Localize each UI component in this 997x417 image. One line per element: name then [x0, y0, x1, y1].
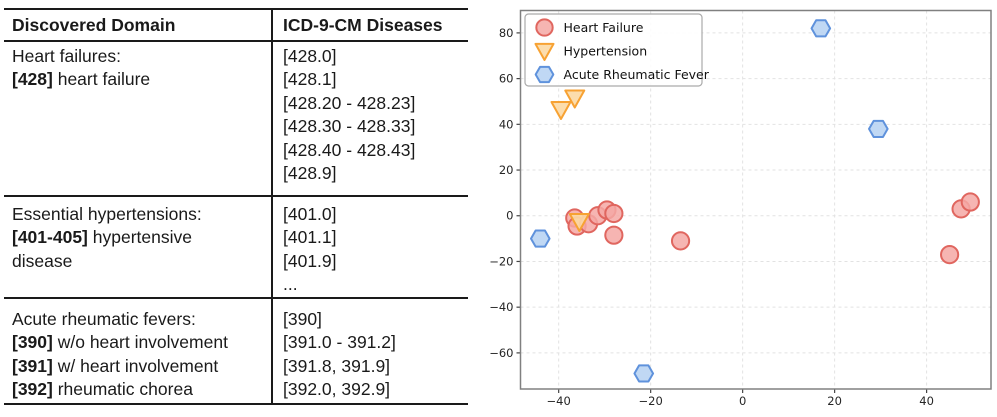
- table-header-divider: [4, 40, 468, 42]
- plot-border: [519, 9, 992, 390]
- code-line: [401.0]: [283, 204, 337, 224]
- data-point: [568, 212, 590, 232]
- data-point: [810, 19, 832, 38]
- code-line: [392.0, 392.9]: [283, 379, 391, 400]
- code-line: [428.30 - 428.33]: [283, 116, 416, 137]
- code-line: ...: [283, 274, 298, 295]
- code-line: [428.40 - 428.43]: [283, 139, 416, 160]
- code-line: [428.20 - 428.23]: [283, 92, 416, 113]
- table-cell-domain: Acute rheumatic fevers: [390] w/o heart i…: [12, 308, 268, 402]
- x-tick-label: 0: [739, 394, 746, 408]
- domain-line: [428] heart failure: [12, 69, 151, 90]
- table-cell-codes: [401.0] [401.1] [401.9]...: [283, 203, 468, 297]
- domain-line: [401-405] hypertensive: [12, 227, 192, 248]
- axes: −40 −20 0 20 40 80 60 40 20 0 −20 −40 −60: [489, 26, 934, 408]
- table-header-diseases: ICD-9-CM Diseases: [283, 15, 443, 35]
- table-header-domain: Discovered Domain: [12, 15, 176, 35]
- series-hypertension: [550, 89, 590, 232]
- x-tick-label: −40: [547, 394, 571, 408]
- code-line: [401.1]: [283, 227, 337, 248]
- legend-label: Hypertension: [564, 44, 648, 59]
- y-tick-label: −40: [489, 300, 513, 314]
- y-tick-label: 40: [499, 117, 514, 131]
- domain-line: [392] rheumatic chorea: [12, 379, 193, 400]
- data-point: [633, 364, 655, 383]
- data-point: [868, 119, 889, 138]
- table-border-top: [4, 8, 468, 10]
- data-point: [534, 42, 555, 62]
- x-tick-label: 20: [827, 394, 842, 408]
- table-cell-domain: Essential hypertensions: [401-405] hypert…: [12, 203, 268, 273]
- code-line: [428.9]: [283, 163, 337, 184]
- data-point: [535, 18, 554, 37]
- table-row-divider-2: [4, 297, 468, 299]
- table-cell-domain: Heart failures: [428] heart failure: [12, 45, 268, 92]
- y-tick-label: −20: [489, 254, 513, 268]
- y-tick-label: 80: [499, 26, 514, 40]
- data-point: [550, 100, 572, 120]
- data-point: [564, 89, 586, 109]
- data-point: [604, 225, 624, 245]
- table-row-divider-1: [4, 195, 468, 197]
- table-column-divider: [271, 8, 273, 405]
- domain-line: [390] w/o heart involvement: [12, 332, 228, 353]
- table-cell-codes: [428.0] [428.1] [428.20 - 428.23] [428.30 -…: [283, 45, 468, 185]
- data-point: [960, 192, 980, 212]
- code-line: [428.0]: [283, 46, 337, 66]
- legend-box: [524, 13, 703, 87]
- series-acute-rheumatic-fever: [529, 19, 889, 383]
- data-point: [670, 231, 691, 251]
- y-tick-label: 60: [499, 72, 514, 86]
- code-line: [401.9]: [283, 250, 337, 271]
- code-line: [391.8, 391.9]: [283, 355, 391, 376]
- data-point: [534, 65, 555, 84]
- legend: Heart Failure Hypertension Acute Rheumatic…: [524, 13, 710, 87]
- domain-line: Essential hypertensions:: [12, 204, 202, 224]
- domain-line: Acute rheumatic fevers:: [12, 309, 196, 329]
- y-tick-label: 20: [499, 163, 514, 177]
- data-point: [604, 203, 624, 224]
- x-tick-label: 40: [919, 394, 934, 408]
- domain-line: Heart failures:: [12, 46, 121, 66]
- legend-label: Acute Rheumatic Fever: [564, 67, 710, 82]
- icd-table: Discovered Domain ICD-9-CM Diseases Hear…: [0, 0, 480, 417]
- x-tick-label: −20: [639, 394, 663, 408]
- domain-line: [391] w/ heart involvement: [12, 355, 219, 376]
- code-line: [428.1]: [283, 69, 337, 90]
- table-border-bottom: [4, 403, 468, 405]
- table-cell-codes: [390] [391.0 - 391.2] [391.8, 391.9] [392.0…: [283, 308, 468, 402]
- code-line: [390]: [283, 309, 322, 329]
- series-heart-failure: [565, 192, 980, 265]
- data-point: [529, 229, 551, 248]
- domain-line: disease: [12, 250, 73, 271]
- data-point: [940, 245, 960, 265]
- legend-label: Heart Failure: [564, 20, 644, 35]
- y-tick-label: −60: [489, 346, 513, 360]
- code-line: [391.0 - 391.2]: [283, 332, 396, 353]
- y-tick-label: 0: [506, 209, 513, 223]
